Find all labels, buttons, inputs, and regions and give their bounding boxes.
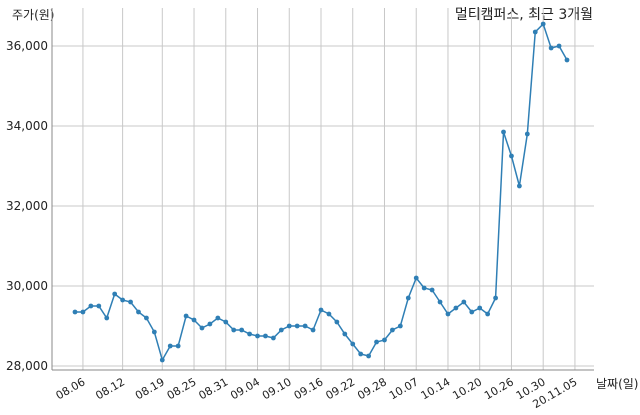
data-point	[548, 45, 554, 51]
data-point	[239, 327, 245, 333]
y-tick-label: 32,000	[6, 199, 48, 213]
data-point	[453, 305, 459, 311]
y-tick-labels: 28,000 30,000 32,000 34,000 36,000	[6, 39, 48, 373]
y-tick-label: 34,000	[6, 119, 48, 133]
data-point	[366, 353, 372, 359]
data-point	[540, 21, 546, 27]
data-point	[516, 183, 522, 189]
data-point	[191, 317, 197, 323]
axis-lines	[51, 8, 594, 371]
data-point	[104, 315, 110, 321]
x-tick-label: 08.19	[133, 375, 167, 402]
data-point	[485, 311, 491, 317]
x-tick-label: 09.16	[292, 375, 326, 402]
data-point	[318, 307, 324, 313]
data-point	[112, 291, 118, 297]
data-point	[223, 319, 229, 325]
data-point	[310, 327, 316, 333]
data-point	[469, 309, 475, 315]
data-point	[334, 319, 340, 325]
data-point	[382, 337, 387, 343]
y-axis-label: 주가(원)	[12, 8, 54, 22]
data-point	[231, 327, 237, 333]
x-tick-label: 08.31	[196, 375, 230, 402]
x-tick-label: 09.28	[355, 375, 389, 402]
data-point	[80, 309, 86, 315]
data-point	[144, 315, 149, 321]
data-point	[120, 297, 126, 303]
data-point	[493, 295, 498, 301]
x-tick-label: 09.10	[260, 375, 294, 402]
data-point	[88, 303, 94, 309]
x-tick-label: 08.12	[93, 375, 127, 402]
x-tick-label: 08.06	[54, 375, 88, 402]
data-point	[509, 153, 514, 159]
data-point	[96, 303, 102, 309]
y-tick-label: 36,000	[6, 39, 48, 53]
data-point	[564, 57, 570, 63]
data-point	[477, 305, 483, 311]
data-point	[524, 131, 530, 137]
data-point	[532, 29, 538, 35]
x-tick-label: 10.14	[419, 375, 453, 402]
data-point	[255, 333, 260, 339]
data-point	[136, 309, 141, 315]
data-point	[270, 335, 276, 341]
series-price	[72, 21, 570, 363]
x-tick-labels: 08.06 08.12 08.1908.2508.3109.0409.1009.16…	[54, 375, 580, 411]
data-point	[159, 357, 165, 363]
data-point	[215, 315, 221, 321]
data-point	[263, 333, 268, 339]
data-point	[405, 295, 411, 301]
data-point	[278, 327, 284, 333]
data-point	[421, 285, 427, 291]
data-point	[326, 311, 332, 317]
x-tick-label: 09.22	[323, 375, 357, 402]
data-point	[302, 323, 308, 329]
x-tick-label: 09.04	[228, 375, 262, 402]
data-point	[501, 129, 506, 135]
data-point	[397, 323, 403, 329]
data-point	[183, 313, 189, 319]
data-point	[390, 327, 395, 333]
y-tick-label: 28,000	[6, 359, 48, 373]
data-point	[175, 343, 181, 349]
data-point	[247, 331, 252, 337]
data-point	[128, 299, 133, 305]
data-point	[461, 299, 467, 305]
y-tick-label: 30,000	[6, 279, 48, 293]
data-point	[167, 343, 173, 349]
data-point	[350, 341, 356, 347]
data-point	[294, 323, 300, 329]
grid-lines	[52, 8, 594, 370]
data-point	[429, 287, 435, 293]
data-point	[286, 323, 292, 329]
data-point	[445, 311, 451, 317]
data-point	[374, 339, 379, 345]
x-tick-label: 08.25	[165, 375, 199, 402]
x-tick-label: 10.20	[450, 375, 484, 402]
data-point	[556, 43, 562, 49]
data-point	[151, 329, 157, 335]
x-tick-label: 10.07	[387, 375, 421, 402]
x-tick-label: 10.26	[482, 375, 516, 402]
data-point	[199, 325, 205, 331]
chart-title: 멀티캠퍼스, 최근 3개월	[455, 7, 593, 23]
x-axis-label: 날짜(일)	[596, 377, 638, 391]
data-point	[207, 321, 213, 327]
data-point	[342, 331, 348, 337]
data-point	[413, 275, 419, 281]
data-point	[437, 299, 443, 305]
data-point	[72, 309, 78, 315]
data-point	[358, 351, 364, 357]
